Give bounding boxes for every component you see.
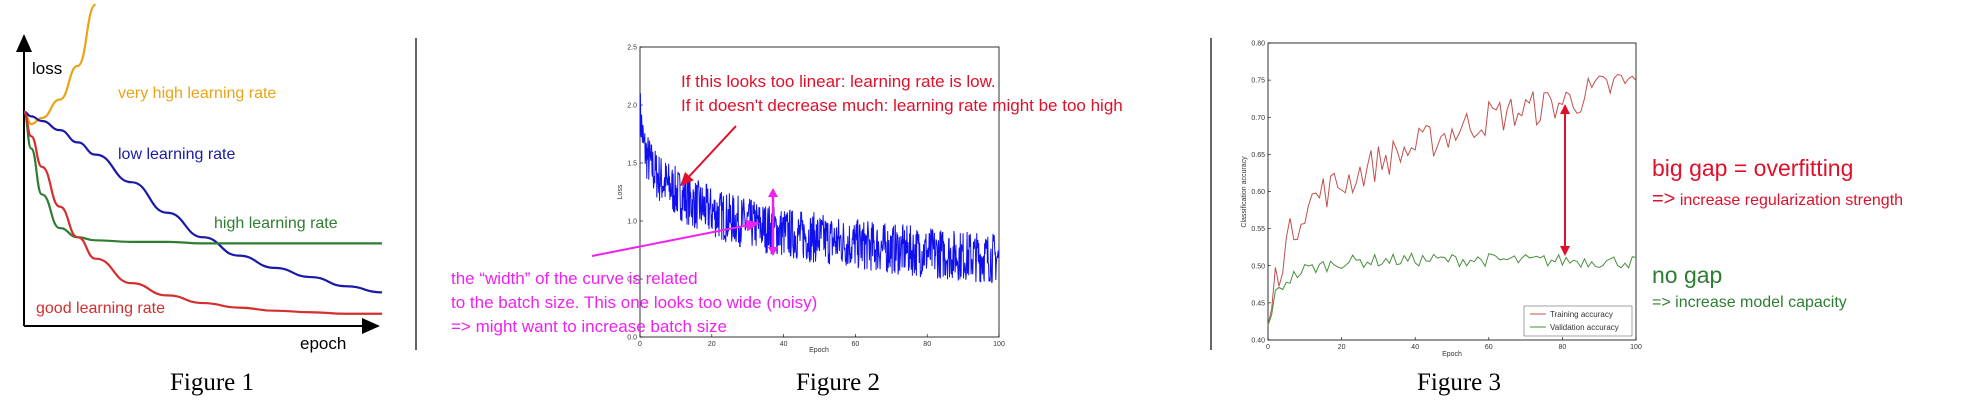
f3-plot-frame [1267,42,1637,341]
f3-ytick-label: 0.40 [1251,338,1265,345]
f2-xtick-label: 40 [780,341,788,348]
f3-xlabel: Epoch [1442,351,1462,358]
f3-ytick-label: 0.70 [1251,115,1265,122]
f2-ytick-label: 2.5 [627,45,637,52]
f2-magenta-arrowhead-top [768,188,778,197]
f2-xtick-label: 60 [852,341,860,348]
figure-2: 0 20 40 60 80 100 0.0 0.5 1.0 1.5 2.0 2.5 Loss Epoc… [451,45,1123,355]
f2-xtick-label: 100 [993,341,1005,348]
f2-annotation-magenta-3: => might want to increase batch size [451,317,727,336]
f2-loss-series [639,93,1000,284]
figure-1: loss epoch very high learning rate low l… [16,3,383,353]
f2-ytick-label: 1.0 [627,219,637,226]
f3-gap-arrowhead-bottom [1560,246,1570,256]
f3-ytick-label: 0.55 [1251,226,1265,233]
f3-annotation-overfitting: big gap = overfitting [1652,155,1853,181]
f3-xtick-label: 40 [1411,344,1419,351]
f3-xtick-label: 0 [1266,344,1270,351]
f2-annotation-magenta-2: to the batch size. This one looks too wi… [451,293,817,312]
f3-ytick-label: 0.75 [1251,78,1265,85]
f2-xtick-label: 0 [638,341,642,348]
f3-ytick-label: 0.60 [1251,189,1265,196]
f3-ytick-label: 0.50 [1251,263,1265,270]
f1-ylabel: loss [32,59,62,78]
f2-ytick-label: 2.0 [627,103,637,110]
f3-xtick-label: 20 [1338,344,1346,351]
f3-annotation-capacity: => increase model capacity [1652,294,1847,311]
f3-xtick-label: 100 [1630,344,1642,351]
f3-annotation-regularization: => increase regularization strength [1652,188,1903,210]
f1-label-very-high: very high learning rate [118,85,276,102]
f3-legend: Training accuracy Validation accuracy [1523,305,1633,337]
f3-ytick-label: 0.65 [1251,152,1265,159]
f2-xtick-label: 20 [708,341,716,348]
f1-curve-0 [23,3,97,126]
f2-red-arrow [679,125,737,187]
f3-ytick-label: 0.45 [1251,300,1265,307]
figure-3: 0 20 40 60 80 100 0.40 0.45 0.50 0.55 0.60 0.65 0.70… [1241,41,1903,359]
f3-ylabel: Classification accuracy [1241,156,1248,228]
f3-training-series [1267,73,1637,326]
f2-magenta-arrowhead-bottom [768,247,778,256]
f3-xtick-label: 60 [1485,344,1493,351]
f2-magenta-arrow-1 [591,219,760,257]
f1-label-low: low learning rate [118,146,236,163]
f3-annotation-no-gap: no gap [1652,262,1722,288]
f2-ytick-label: 0.0 [627,335,637,342]
f1-curve-2 [22,110,382,245]
f2-ylabel: Loss [617,184,624,199]
f1-curve-3 [22,110,382,315]
f2-ytick-label: 0.5 [627,277,637,284]
f3-ytick-label: 0.80 [1251,41,1265,48]
f2-xtick-label: 80 [923,341,931,348]
f2-annotation-magenta-1: the “width” of the curve is related [451,269,698,288]
f3-gap-arrowhead-top [1560,104,1570,114]
f3-validation-series [1267,252,1637,326]
f1-curve-1 [23,110,383,294]
f2-annotation-red-2: If it doesn't decrease much: learning ra… [681,96,1123,115]
caption-figure-1: Figure 1 [170,369,254,396]
f3-xtick-label: 80 [1559,344,1567,351]
f1-label-good: good learning rate [36,300,165,317]
f2-annotation-red-1: If this looks too linear: learning rate … [681,72,996,91]
caption-figure-3: Figure 3 [1417,369,1501,396]
f3-legend-validation: Validation accuracy [1550,323,1619,332]
f1-xlabel: epoch [300,334,346,353]
f1-label-high: high learning rate [214,215,338,232]
f2-plot-frame [639,46,1000,338]
f2-ytick-label: 1.5 [627,161,637,168]
caption-figure-2: Figure 2 [796,369,880,396]
f2-xlabel: Epoch [809,347,829,354]
f3-legend-training: Training accuracy [1550,310,1613,319]
